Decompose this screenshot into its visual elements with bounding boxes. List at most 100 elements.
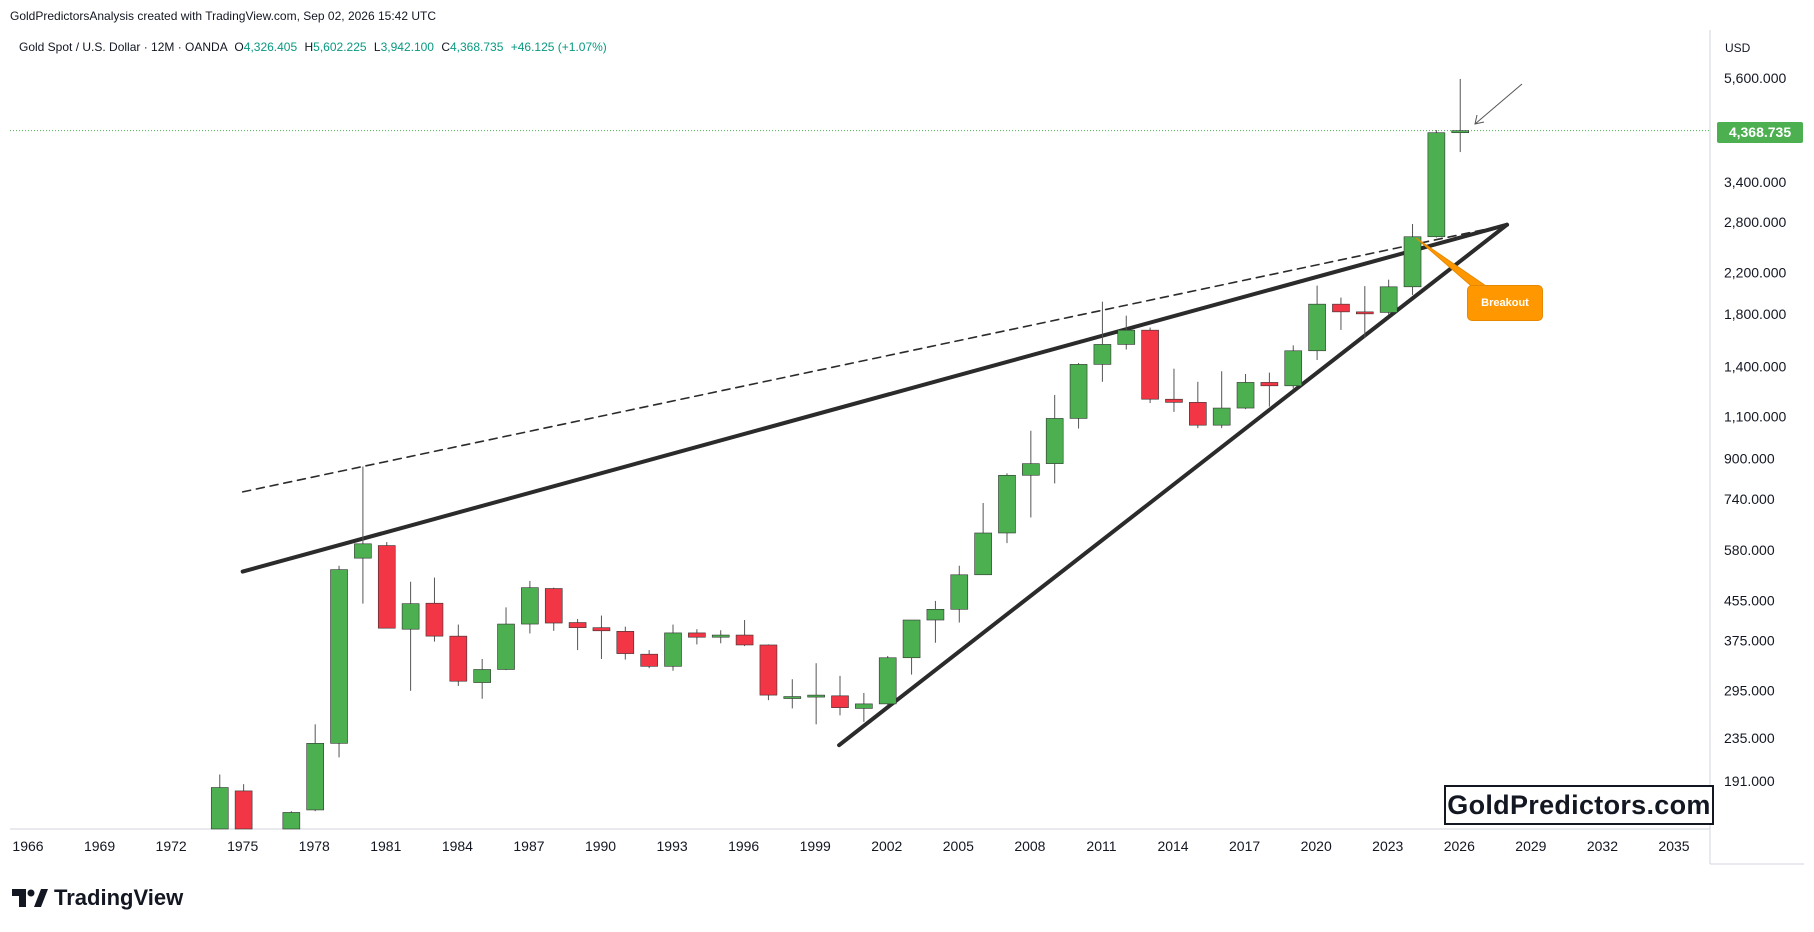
price-tick-label: 2,200.000 (1724, 264, 1786, 280)
candle-1990 (592, 615, 611, 659)
time-tick-label: 1996 (728, 838, 759, 854)
price-axis-ticks: 5,600.000 3,400.000 2,800.000 2,200.000 1,80… (1724, 70, 1786, 789)
tradingview-logo-icon (12, 889, 48, 907)
time-tick-label: 2014 (1157, 838, 1188, 854)
candle-1989 (568, 619, 587, 651)
candle-body (521, 587, 539, 625)
tradingview-logo-text: TradingView (54, 885, 184, 910)
trendline-lower-support (837, 222, 1510, 748)
candle-body (473, 669, 491, 683)
candle-2005 (950, 565, 969, 623)
candle-2018 (1260, 372, 1279, 407)
price-tick-label: 375.000 (1724, 633, 1775, 649)
candle-body (807, 694, 825, 698)
candle-body (902, 619, 921, 659)
candle-body (998, 474, 1016, 534)
candle-1994 (688, 629, 706, 645)
time-tick-label: 1984 (442, 838, 473, 854)
candle-body (401, 603, 420, 630)
arrow-line (1474, 83, 1523, 125)
candle-1979 (330, 565, 348, 758)
close-label: C (441, 40, 450, 54)
open-label: O (234, 40, 244, 54)
candle-1985 (473, 658, 491, 699)
candle-body (1379, 286, 1398, 313)
candle-body (926, 608, 945, 621)
time-tick-label: 1993 (657, 838, 688, 854)
candle-body (640, 653, 658, 667)
candle-2011 (1093, 301, 1112, 382)
chart-credit: GoldPredictorsAnalysis created with Trad… (10, 9, 436, 23)
price-tick-label: 191.000 (1724, 773, 1775, 789)
candle-1983 (425, 577, 444, 642)
price-tick-label: 740.000 (1724, 491, 1775, 507)
candle-2015 (1189, 381, 1207, 429)
candle-body (855, 703, 873, 709)
arrow-head (1474, 114, 1485, 125)
candle-body (759, 644, 778, 696)
price-tick-label: 235.000 (1724, 730, 1775, 746)
candle-body (688, 632, 706, 638)
low-value: 3,942.100 (380, 40, 434, 54)
candle-2007 (998, 473, 1016, 544)
candle-body (210, 787, 229, 830)
candle-2008 (1022, 430, 1040, 518)
candle-2000 (831, 675, 849, 716)
candle-body (1189, 402, 1207, 426)
price-tick-label: 295.000 (1724, 683, 1775, 699)
candle-body (497, 623, 515, 670)
candle-body (1093, 344, 1112, 365)
trendline-upper-dashed (241, 223, 1508, 493)
time-tick-label: 1972 (156, 838, 187, 854)
candle-2010 (1069, 362, 1088, 429)
candle-2021 (1332, 297, 1350, 330)
candle-2025 (1427, 130, 1446, 238)
candle-1980 (354, 466, 372, 604)
candle-1981 (377, 542, 396, 629)
candle-body (1212, 407, 1231, 426)
watermark-box: GoldPredictors.com (1444, 785, 1714, 825)
time-tick-label: 2023 (1372, 838, 1403, 854)
candle-2001 (855, 692, 873, 722)
candle-body (377, 545, 396, 629)
candle-body (544, 588, 563, 624)
candle-2026 (1451, 78, 1470, 153)
candle-2017 (1236, 373, 1255, 410)
candle-1978 (306, 724, 324, 812)
price-tick-label: 1,100.000 (1724, 409, 1786, 425)
candle-1999 (807, 663, 825, 725)
candle-body (1141, 329, 1159, 400)
price-tick-label: 455.000 (1724, 592, 1775, 608)
time-tick-label: 1981 (370, 838, 401, 854)
candle-1987 (521, 580, 539, 634)
candle-body (1045, 418, 1064, 464)
candle-body (783, 696, 802, 699)
low-label: L (373, 40, 381, 54)
candle-body (616, 631, 635, 654)
candle-body (568, 622, 587, 628)
candle-1974 (210, 774, 229, 830)
candle-1991 (616, 626, 635, 660)
candle-body (1403, 236, 1422, 288)
candle-body (449, 635, 468, 682)
candle-2009 (1045, 394, 1064, 484)
time-tick-label: 2035 (1658, 838, 1689, 854)
candle-1984 (449, 624, 468, 686)
candle-1992 (640, 650, 658, 669)
candle-body (1308, 303, 1326, 352)
tradingview-logo[interactable]: TradingView (12, 885, 183, 911)
candle-body (974, 532, 992, 576)
candle-2013 (1141, 327, 1159, 404)
candle-2006 (974, 502, 992, 576)
plot-frame (10, 30, 1804, 865)
time-tick-label: 1999 (800, 838, 831, 854)
candle-body (1451, 130, 1470, 134)
time-tick-label: 2005 (943, 838, 974, 854)
candle-body (831, 695, 849, 708)
candle-2002 (878, 655, 897, 706)
candle-body (735, 634, 754, 646)
time-tick-label: 2032 (1587, 838, 1618, 854)
currency-label[interactable]: USD (1725, 41, 1751, 55)
candle-1986 (497, 607, 515, 671)
